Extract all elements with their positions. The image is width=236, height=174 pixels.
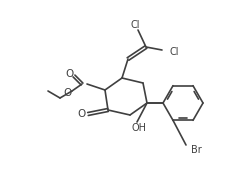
Text: O: O — [78, 109, 86, 119]
Text: Cl: Cl — [130, 20, 140, 30]
Text: O: O — [66, 69, 74, 79]
Text: O: O — [64, 88, 72, 98]
Text: Br: Br — [191, 145, 202, 155]
Text: Cl: Cl — [170, 47, 180, 57]
Text: OH: OH — [131, 123, 147, 133]
